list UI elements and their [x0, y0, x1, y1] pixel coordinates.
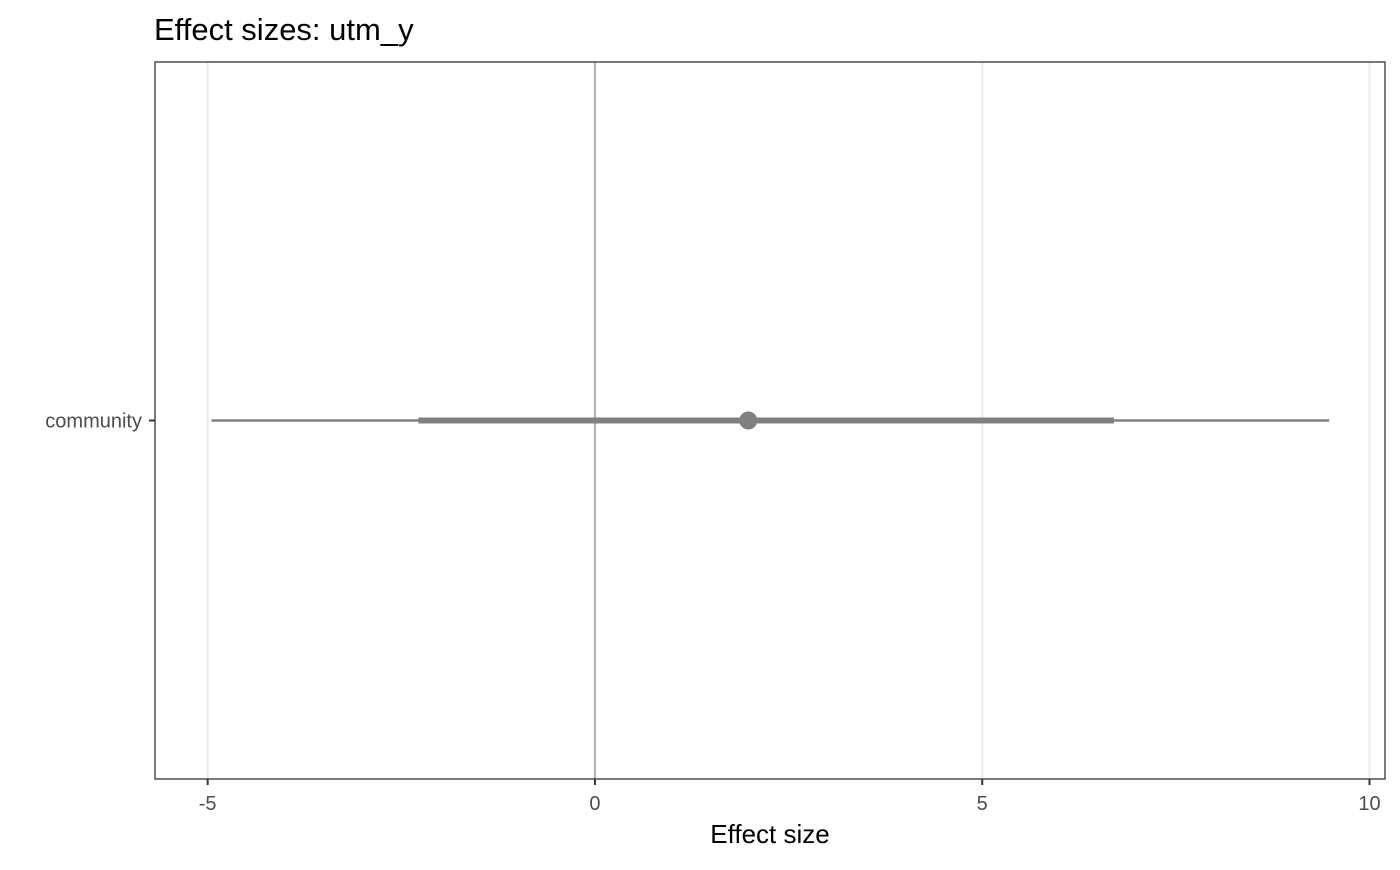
x-tick-label: -5	[199, 793, 217, 815]
x-tick-label: 10	[1358, 793, 1380, 815]
x-axis-title: Effect size	[710, 819, 829, 849]
x-tick-label: 0	[589, 793, 600, 815]
estimate-marks	[211, 411, 1330, 430]
x-axis: -5 0 5 10	[199, 779, 1381, 815]
x-tick-label: 5	[977, 793, 988, 815]
chart-title: Effect sizes: utm_y	[154, 12, 414, 47]
y-tick-label: community	[45, 411, 142, 433]
y-axis: community	[45, 411, 155, 433]
point-estimate	[739, 411, 758, 430]
